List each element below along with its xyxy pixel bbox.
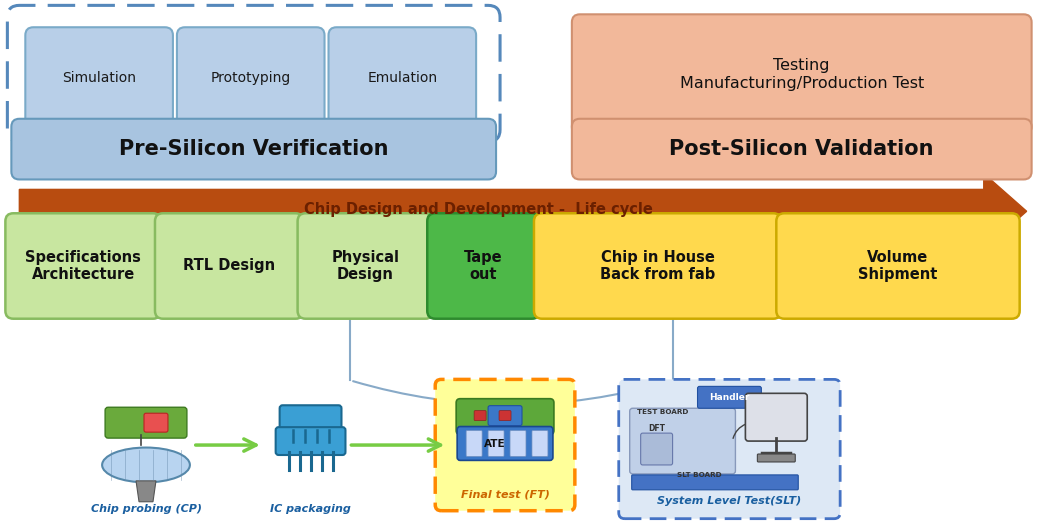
FancyBboxPatch shape (757, 454, 796, 462)
FancyBboxPatch shape (144, 413, 167, 432)
Text: DFT: DFT (648, 424, 666, 433)
Text: Testing
Manufacturing/Production Test: Testing Manufacturing/Production Test (679, 58, 924, 91)
FancyBboxPatch shape (631, 475, 799, 490)
FancyBboxPatch shape (641, 433, 673, 465)
FancyBboxPatch shape (297, 213, 434, 319)
FancyBboxPatch shape (619, 380, 840, 519)
FancyBboxPatch shape (280, 405, 341, 433)
FancyBboxPatch shape (746, 393, 807, 441)
FancyBboxPatch shape (155, 213, 304, 319)
FancyBboxPatch shape (11, 119, 496, 179)
Text: Handler: Handler (709, 393, 750, 402)
Text: Simulation: Simulation (62, 72, 136, 85)
Text: SLT BOARD: SLT BOARD (677, 472, 722, 478)
FancyBboxPatch shape (488, 431, 504, 457)
FancyBboxPatch shape (698, 387, 761, 408)
FancyBboxPatch shape (474, 410, 486, 421)
FancyBboxPatch shape (572, 14, 1032, 135)
FancyBboxPatch shape (177, 27, 324, 130)
FancyBboxPatch shape (457, 399, 554, 434)
Text: Prototyping: Prototyping (210, 72, 291, 85)
Text: IC packaging: IC packaging (270, 504, 350, 513)
FancyBboxPatch shape (776, 213, 1019, 319)
Text: Specifications
Architecture: Specifications Architecture (25, 250, 141, 282)
Text: Chip probing (CP): Chip probing (CP) (90, 504, 202, 513)
Text: Pre-Silicon Verification: Pre-Silicon Verification (119, 139, 389, 159)
Text: TEST BOARD: TEST BOARD (636, 409, 688, 415)
FancyBboxPatch shape (510, 431, 526, 457)
FancyBboxPatch shape (427, 213, 540, 319)
FancyBboxPatch shape (5, 213, 161, 319)
Text: System Level Test(SLT): System Level Test(SLT) (657, 496, 802, 506)
Text: Final test (FT): Final test (FT) (461, 490, 549, 500)
FancyBboxPatch shape (25, 27, 173, 130)
FancyBboxPatch shape (466, 431, 483, 457)
Text: Tape
out: Tape out (464, 250, 503, 282)
Text: Post-Silicon Validation: Post-Silicon Validation (670, 139, 934, 159)
Text: Chip in House
Back from fab: Chip in House Back from fab (600, 250, 716, 282)
FancyBboxPatch shape (629, 408, 735, 474)
FancyBboxPatch shape (435, 380, 575, 511)
Text: Volume
Shipment: Volume Shipment (858, 250, 938, 282)
Polygon shape (20, 174, 1026, 249)
Ellipse shape (102, 448, 190, 482)
FancyBboxPatch shape (534, 213, 781, 319)
Text: RTL Design: RTL Design (183, 259, 276, 273)
FancyBboxPatch shape (532, 431, 548, 457)
Polygon shape (136, 481, 156, 502)
FancyBboxPatch shape (105, 407, 187, 438)
Text: Emulation: Emulation (367, 72, 438, 85)
FancyBboxPatch shape (572, 119, 1032, 179)
FancyBboxPatch shape (458, 426, 553, 460)
Text: ATE: ATE (485, 440, 505, 449)
FancyBboxPatch shape (329, 27, 476, 130)
FancyBboxPatch shape (488, 406, 522, 425)
FancyBboxPatch shape (499, 410, 511, 421)
Text: Physical
Design: Physical Design (332, 250, 399, 282)
Text: Chip Design and Development -  Life cycle: Chip Design and Development - Life cycle (304, 202, 653, 217)
FancyBboxPatch shape (276, 427, 345, 455)
